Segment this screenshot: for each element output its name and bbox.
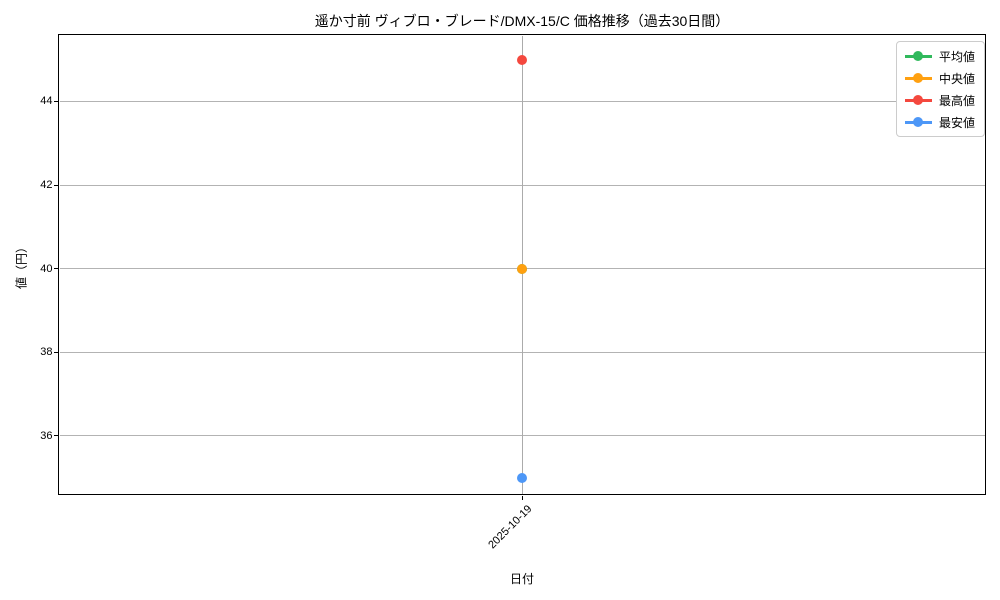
legend-line-marker-icon xyxy=(904,94,932,106)
legend-label: 平均値 xyxy=(938,49,975,64)
legend-item: 中央値 xyxy=(904,69,975,87)
x-axis-label: 日付 xyxy=(509,572,534,586)
legend-item: 最高値 xyxy=(904,91,975,109)
legend: 平均値中央値最高値最安値 xyxy=(895,41,985,137)
y-tick-mark xyxy=(54,184,58,186)
legend-label: 中央値 xyxy=(938,71,975,86)
y-tick-label: 40 xyxy=(40,262,53,275)
legend-label: 最安値 xyxy=(938,115,975,130)
legend-line-marker-icon xyxy=(904,72,932,84)
legend-line-marker-icon xyxy=(904,116,932,128)
y-tick-label: 36 xyxy=(40,429,53,442)
y-tick-label: 44 xyxy=(40,95,53,108)
legend-item: 平均値 xyxy=(904,47,975,65)
legend-label: 最高値 xyxy=(938,93,975,108)
x-tick-mark xyxy=(521,495,523,500)
y-axis-label-text: 値（円） xyxy=(14,240,29,290)
legend-line-marker-icon xyxy=(904,50,932,62)
data-point-marker xyxy=(517,263,527,274)
y-tick-label: 38 xyxy=(40,346,53,359)
y-tick-mark xyxy=(54,351,58,353)
data-point-marker xyxy=(517,54,527,65)
y-tick-mark xyxy=(54,268,58,270)
y-tick-label: 42 xyxy=(40,179,53,192)
chart-title: 遥か寸前 ヴィブロ・ブレード/DMX-15/C 価格推移（過去30日間） xyxy=(314,13,730,29)
legend-item: 最安値 xyxy=(904,113,975,131)
x-tick-label: 2025-10-19 xyxy=(486,502,535,551)
y-tick-mark xyxy=(54,100,58,102)
data-point-marker xyxy=(517,472,527,483)
y-tick-mark xyxy=(54,435,58,437)
